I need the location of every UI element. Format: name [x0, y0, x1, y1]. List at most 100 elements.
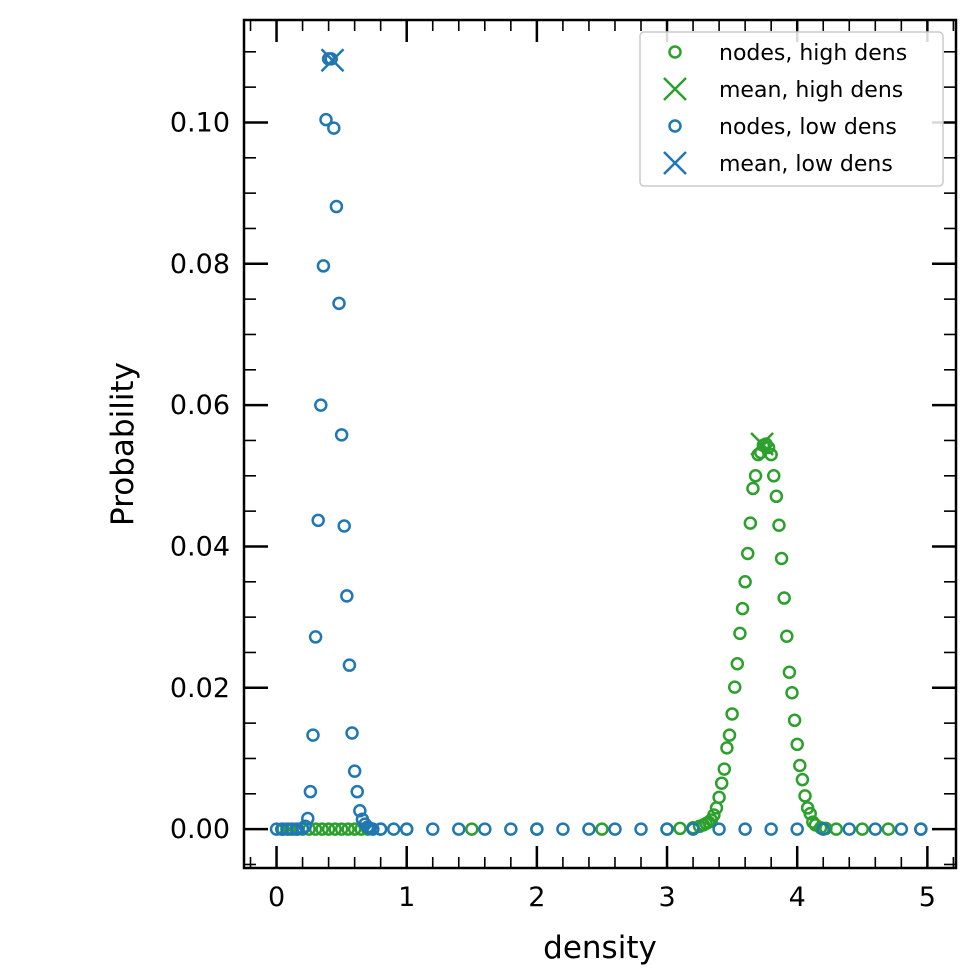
legend-marker [668, 45, 682, 59]
data-point [608, 822, 622, 836]
data-point [829, 822, 843, 836]
plot-area [269, 48, 928, 836]
data-point [707, 808, 721, 822]
data-point [795, 772, 810, 787]
data-point [328, 822, 342, 836]
data-point [373, 822, 388, 836]
y-tick-label: 0.04 [170, 531, 230, 562]
y-tick-label: 0.08 [170, 249, 230, 280]
data-point [353, 804, 367, 818]
legend: nodes, high dens mean, high dens nodes, lo… [639, 31, 944, 187]
data-point [712, 790, 726, 805]
data-point [780, 629, 794, 643]
data-point [504, 822, 518, 836]
data-point [386, 822, 401, 836]
data-point [738, 575, 752, 589]
data-point [595, 822, 609, 836]
data-point [316, 259, 331, 273]
data-point [714, 776, 729, 790]
data-point [761, 440, 776, 455]
data-point [785, 685, 799, 700]
data-point [772, 518, 786, 533]
data-point [787, 713, 802, 728]
x-tick-label: 1 [398, 882, 415, 913]
data-point [425, 822, 440, 836]
data-point [334, 822, 349, 836]
y-axis-label: Probability [105, 362, 141, 526]
legend-entry-label: mean, low dens [719, 152, 893, 177]
data-point [727, 680, 742, 694]
data-point [342, 658, 357, 672]
data-point [686, 822, 700, 836]
data-point [341, 822, 355, 836]
data-point [743, 516, 758, 530]
data-point [774, 551, 789, 566]
data-point [308, 630, 323, 644]
legend-entry-label: nodes, low dens [719, 115, 897, 140]
legend-entry-label: mean, high dens [719, 78, 903, 103]
legend-entry-label: nodes, high dens [719, 41, 907, 66]
data-point [327, 121, 341, 135]
data-point [329, 199, 344, 214]
data-point [790, 737, 804, 752]
data-point [350, 784, 364, 799]
data-point [399, 822, 414, 836]
data-point [769, 489, 784, 504]
data-point [660, 822, 674, 836]
data-point [478, 822, 492, 836]
data-point [894, 822, 909, 836]
legend-box [639, 31, 944, 187]
axes-frame [242, 18, 958, 870]
y-axis: 0.00 0.02 0.04 0.06 0.08 0.10 [170, 50, 956, 866]
data-point [798, 789, 812, 803]
data-point [332, 296, 346, 311]
data-point [530, 822, 544, 836]
data-point [301, 811, 315, 826]
data-point [347, 822, 362, 836]
data-point [319, 112, 333, 127]
data-point [842, 822, 857, 836]
data-point [556, 822, 570, 836]
data-point [720, 741, 734, 755]
data-point [803, 806, 817, 821]
data-point [782, 665, 797, 680]
x-axis-label: density [543, 930, 657, 966]
data-point [777, 591, 791, 605]
data-point [582, 822, 596, 836]
data-point [881, 822, 896, 836]
data-point [764, 822, 778, 836]
data-point [452, 822, 466, 836]
data-point [793, 758, 807, 773]
series-mean-high-dens [750, 432, 774, 456]
legend-marker [663, 77, 687, 101]
x-tick-label: 2 [528, 882, 545, 913]
data-point [303, 784, 318, 799]
data-point [634, 822, 648, 836]
y-tick-label: 0.10 [170, 107, 230, 138]
data-point [314, 398, 328, 412]
data-point [717, 762, 732, 776]
data-point [868, 822, 883, 836]
data-point [767, 469, 781, 483]
data-point [816, 822, 830, 836]
data-point [298, 819, 312, 834]
data-point [914, 822, 928, 836]
data-point [337, 519, 351, 533]
data-point [725, 707, 739, 721]
data-point [334, 428, 349, 442]
mean-marker [320, 48, 345, 73]
x-tick-label: 3 [658, 882, 675, 913]
y-tick-label: 0.02 [170, 673, 230, 704]
data-point [748, 469, 763, 483]
x-tick-label: 4 [789, 882, 806, 913]
data-point [311, 513, 325, 528]
data-point [345, 726, 359, 740]
data-point [306, 728, 320, 742]
data-point [366, 822, 380, 836]
data-point [315, 822, 329, 836]
data-point [290, 822, 305, 836]
x-axis: 0 1 2 3 4 5 [249, 20, 955, 913]
legend-marker [663, 151, 687, 175]
data-point [465, 822, 479, 836]
